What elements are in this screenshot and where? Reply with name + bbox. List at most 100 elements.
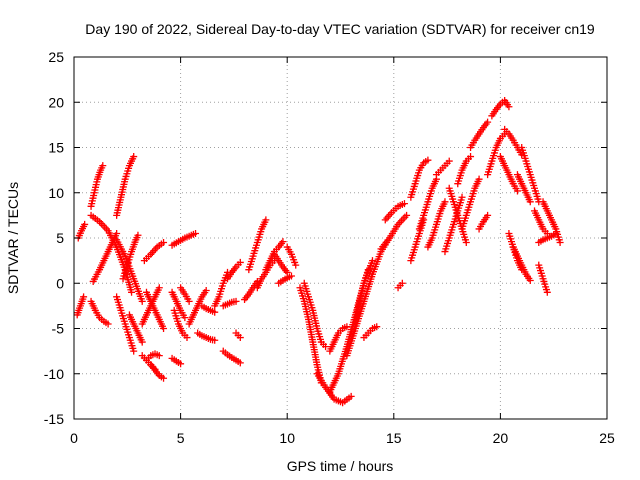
data-point <box>556 239 564 247</box>
series-arc-26 <box>211 268 232 310</box>
data-point <box>232 297 240 305</box>
series-arc-13 <box>140 239 168 265</box>
data-point <box>113 229 121 237</box>
data-point <box>364 266 372 274</box>
data-point <box>322 343 330 351</box>
series-arc-41 <box>326 323 351 355</box>
series-arc-47 <box>381 200 408 224</box>
y-axis-label: SDTVAR / TECUs <box>5 182 21 294</box>
series-arc-67 <box>518 144 543 206</box>
data-point <box>185 297 193 305</box>
data-point <box>462 239 470 247</box>
series-arc-58 <box>467 118 492 151</box>
data-point <box>181 314 189 322</box>
series-arc-34 <box>262 238 287 274</box>
data-point <box>513 187 521 195</box>
series-arc-48 <box>394 279 406 292</box>
x-tick-label: 0 <box>70 430 78 446</box>
data-points <box>73 96 564 407</box>
series-arc-39 <box>300 279 330 351</box>
data-point <box>160 325 168 332</box>
y-tick-labels: -15 -10 -5 0 5 10 15 20 25 <box>44 49 64 427</box>
data-point <box>475 175 483 183</box>
data-point <box>505 103 513 111</box>
data-point <box>484 211 492 219</box>
axis-ticks <box>73 56 608 420</box>
series-arc-4 <box>87 162 107 210</box>
x-tick-label: 5 <box>177 430 185 446</box>
data-point <box>424 156 432 164</box>
data-point <box>368 257 376 265</box>
series-arc-46 <box>377 211 411 253</box>
series-arc-27 <box>219 347 244 367</box>
series-arc-30 <box>232 329 244 342</box>
series-arc-37 <box>283 243 300 269</box>
series-arc-14 <box>142 288 168 332</box>
data-point <box>177 360 185 368</box>
data-point <box>202 286 210 294</box>
x-tick-label: 20 <box>493 430 509 446</box>
series-arc-40 <box>313 370 355 407</box>
series-arc-65 <box>509 243 534 285</box>
y-tick-label: 15 <box>48 140 64 156</box>
data-point <box>262 216 270 224</box>
data-point <box>403 211 411 219</box>
data-point <box>134 231 142 239</box>
data-point <box>458 193 466 201</box>
y-tick-label: 0 <box>56 275 64 291</box>
series-arc-53 <box>432 157 453 179</box>
series-arc-44 <box>351 266 372 323</box>
y-tick-label: -15 <box>44 411 64 427</box>
data-point <box>236 359 244 367</box>
series-arc-35 <box>270 250 291 276</box>
y-tick-label: 10 <box>48 185 64 201</box>
data-point <box>292 261 300 269</box>
data-point <box>192 229 200 237</box>
data-point <box>130 153 138 161</box>
data-point <box>155 352 163 360</box>
series-arc-19 <box>168 288 189 322</box>
series-arc-8 <box>113 236 146 305</box>
data-point <box>128 288 136 296</box>
data-point <box>236 258 244 266</box>
series-arc-11 <box>125 311 146 346</box>
series-arc-3 <box>87 297 112 328</box>
series-arc-36 <box>275 272 295 287</box>
data-point <box>138 338 146 346</box>
series-arc-52 <box>424 198 449 251</box>
data-point <box>155 284 163 292</box>
data-point <box>526 198 534 206</box>
chart-title: Day 190 of 2022, Sidereal Day-to-day VTE… <box>85 21 595 37</box>
data-point <box>467 153 475 161</box>
data-point <box>211 336 219 344</box>
y-tick-label: 20 <box>48 94 64 110</box>
data-point <box>445 157 453 165</box>
series-arc-61 <box>488 96 513 120</box>
data-point <box>160 374 168 382</box>
series-arc-59 <box>475 211 492 233</box>
series-arc-17 <box>142 350 163 364</box>
series-arc-62 <box>496 153 521 195</box>
data-point <box>81 220 89 228</box>
series-arc-71 <box>535 261 551 296</box>
series-arc-22 <box>177 284 193 305</box>
x-tick-label: 15 <box>386 430 402 446</box>
series-arc-20 <box>170 306 191 342</box>
series-arc-51 <box>415 175 440 233</box>
series-arc-56 <box>454 153 475 188</box>
y-tick-label: -10 <box>44 366 64 382</box>
data-point <box>441 198 449 206</box>
data-point <box>80 293 88 301</box>
series-arc-10 <box>119 231 142 283</box>
series-arc-60 <box>484 130 509 179</box>
series-arc-21 <box>168 229 200 249</box>
data-point <box>287 272 295 280</box>
series-arc-68 <box>531 207 551 237</box>
series-arc-18 <box>168 354 185 368</box>
data-point <box>160 239 168 247</box>
series-arc-7 <box>113 153 138 219</box>
series-arc-55 <box>445 184 470 247</box>
x-tick-label: 25 <box>599 430 615 446</box>
y-tick-label: -5 <box>52 321 65 337</box>
